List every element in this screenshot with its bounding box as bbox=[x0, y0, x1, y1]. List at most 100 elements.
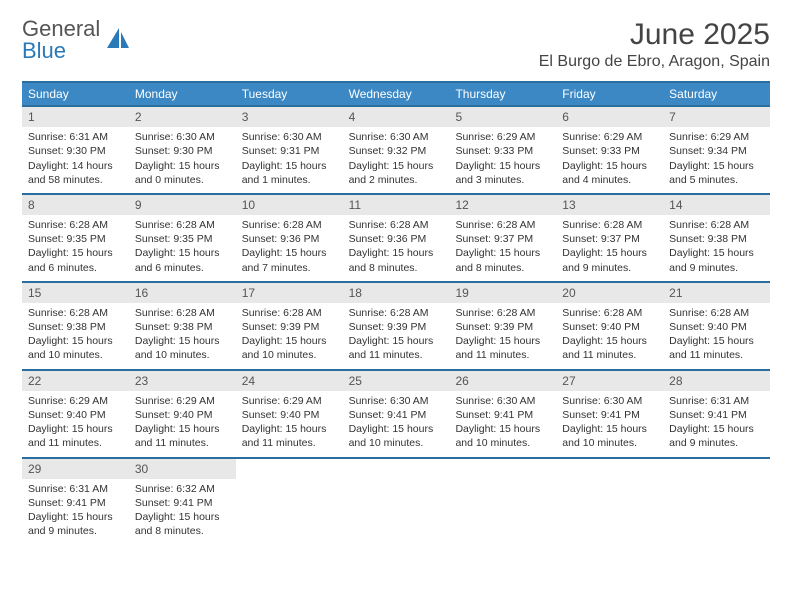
sunset-line: Sunset: 9:41 PM bbox=[562, 408, 657, 422]
location-subtitle: El Burgo de Ebro, Aragon, Spain bbox=[539, 53, 770, 71]
day-header: Sunday bbox=[22, 83, 129, 105]
day-cell: 1Sunrise: 6:31 AMSunset: 9:30 PMDaylight… bbox=[22, 107, 129, 193]
day-cell: 15Sunrise: 6:28 AMSunset: 9:38 PMDayligh… bbox=[22, 283, 129, 369]
week-row: 8Sunrise: 6:28 AMSunset: 9:35 PMDaylight… bbox=[22, 193, 770, 281]
day-cell: 11Sunrise: 6:28 AMSunset: 9:36 PMDayligh… bbox=[343, 195, 450, 281]
day-header-row: SundayMondayTuesdayWednesdayThursdayFrid… bbox=[22, 81, 770, 105]
day-details: Sunrise: 6:31 AMSunset: 9:41 PMDaylight:… bbox=[22, 482, 129, 539]
sunset-line: Sunset: 9:40 PM bbox=[135, 408, 230, 422]
sunset-line: Sunset: 9:34 PM bbox=[669, 144, 764, 158]
day-number: 12 bbox=[449, 195, 556, 215]
day-cell: 2Sunrise: 6:30 AMSunset: 9:30 PMDaylight… bbox=[129, 107, 236, 193]
calendar-page: General Blue June 2025 El Burgo de Ebro,… bbox=[0, 0, 792, 562]
sunset-line: Sunset: 9:40 PM bbox=[562, 320, 657, 334]
sunset-line: Sunset: 9:30 PM bbox=[28, 144, 123, 158]
logo-text: General Blue bbox=[22, 18, 100, 62]
daylight-line: Daylight: 15 hours and 10 minutes. bbox=[455, 422, 550, 450]
sunrise-line: Sunrise: 6:28 AM bbox=[242, 306, 337, 320]
sunset-line: Sunset: 9:40 PM bbox=[242, 408, 337, 422]
sunset-line: Sunset: 9:35 PM bbox=[135, 232, 230, 246]
daylight-line: Daylight: 15 hours and 11 minutes. bbox=[455, 334, 550, 362]
sunrise-line: Sunrise: 6:29 AM bbox=[455, 130, 550, 144]
daylight-line: Daylight: 15 hours and 1 minutes. bbox=[242, 159, 337, 187]
day-number: 19 bbox=[449, 283, 556, 303]
sunrise-line: Sunrise: 6:28 AM bbox=[562, 306, 657, 320]
sunrise-line: Sunrise: 6:31 AM bbox=[669, 394, 764, 408]
day-number: 21 bbox=[663, 283, 770, 303]
logo: General Blue bbox=[22, 18, 131, 62]
sunrise-line: Sunrise: 6:30 AM bbox=[562, 394, 657, 408]
weeks-container: 1Sunrise: 6:31 AMSunset: 9:30 PMDaylight… bbox=[22, 105, 770, 544]
day-cell: 23Sunrise: 6:29 AMSunset: 9:40 PMDayligh… bbox=[129, 371, 236, 457]
day-details: Sunrise: 6:28 AMSunset: 9:39 PMDaylight:… bbox=[343, 306, 450, 363]
daylight-line: Daylight: 15 hours and 9 minutes. bbox=[562, 246, 657, 274]
day-number: 16 bbox=[129, 283, 236, 303]
day-cell: 21Sunrise: 6:28 AMSunset: 9:40 PMDayligh… bbox=[663, 283, 770, 369]
sunrise-line: Sunrise: 6:28 AM bbox=[28, 218, 123, 232]
day-details: Sunrise: 6:28 AMSunset: 9:39 PMDaylight:… bbox=[236, 306, 343, 363]
day-cell bbox=[556, 459, 663, 545]
daylight-line: Daylight: 15 hours and 4 minutes. bbox=[562, 159, 657, 187]
daylight-line: Daylight: 15 hours and 11 minutes. bbox=[562, 334, 657, 362]
sunset-line: Sunset: 9:41 PM bbox=[349, 408, 444, 422]
sunrise-line: Sunrise: 6:30 AM bbox=[242, 130, 337, 144]
day-details: Sunrise: 6:32 AMSunset: 9:41 PMDaylight:… bbox=[129, 482, 236, 539]
day-details: Sunrise: 6:28 AMSunset: 9:35 PMDaylight:… bbox=[129, 218, 236, 275]
title-block: June 2025 El Burgo de Ebro, Aragon, Spai… bbox=[539, 18, 770, 71]
sunrise-line: Sunrise: 6:28 AM bbox=[669, 218, 764, 232]
sunrise-line: Sunrise: 6:29 AM bbox=[135, 394, 230, 408]
daylight-line: Daylight: 15 hours and 11 minutes. bbox=[242, 422, 337, 450]
day-details: Sunrise: 6:31 AMSunset: 9:30 PMDaylight:… bbox=[22, 130, 129, 187]
sunrise-line: Sunrise: 6:29 AM bbox=[242, 394, 337, 408]
day-cell bbox=[449, 459, 556, 545]
sail-icon bbox=[105, 26, 131, 54]
sunset-line: Sunset: 9:41 PM bbox=[135, 496, 230, 510]
day-number: 4 bbox=[343, 107, 450, 127]
day-details: Sunrise: 6:28 AMSunset: 9:38 PMDaylight:… bbox=[22, 306, 129, 363]
day-details: Sunrise: 6:29 AMSunset: 9:34 PMDaylight:… bbox=[663, 130, 770, 187]
sunrise-line: Sunrise: 6:28 AM bbox=[135, 306, 230, 320]
day-cell: 5Sunrise: 6:29 AMSunset: 9:33 PMDaylight… bbox=[449, 107, 556, 193]
day-number: 17 bbox=[236, 283, 343, 303]
week-row: 22Sunrise: 6:29 AMSunset: 9:40 PMDayligh… bbox=[22, 369, 770, 457]
calendar-grid: SundayMondayTuesdayWednesdayThursdayFrid… bbox=[22, 81, 770, 544]
daylight-line: Daylight: 15 hours and 9 minutes. bbox=[669, 422, 764, 450]
daylight-line: Daylight: 15 hours and 8 minutes. bbox=[455, 246, 550, 274]
day-details: Sunrise: 6:28 AMSunset: 9:40 PMDaylight:… bbox=[556, 306, 663, 363]
day-details: Sunrise: 6:29 AMSunset: 9:40 PMDaylight:… bbox=[236, 394, 343, 451]
day-cell: 26Sunrise: 6:30 AMSunset: 9:41 PMDayligh… bbox=[449, 371, 556, 457]
day-details: Sunrise: 6:28 AMSunset: 9:35 PMDaylight:… bbox=[22, 218, 129, 275]
day-number: 25 bbox=[343, 371, 450, 391]
sunset-line: Sunset: 9:38 PM bbox=[669, 232, 764, 246]
day-details: Sunrise: 6:30 AMSunset: 9:41 PMDaylight:… bbox=[556, 394, 663, 451]
sunrise-line: Sunrise: 6:28 AM bbox=[562, 218, 657, 232]
daylight-line: Daylight: 15 hours and 11 minutes. bbox=[349, 334, 444, 362]
day-number: 5 bbox=[449, 107, 556, 127]
sunrise-line: Sunrise: 6:28 AM bbox=[349, 306, 444, 320]
sunrise-line: Sunrise: 6:28 AM bbox=[455, 306, 550, 320]
daylight-line: Daylight: 15 hours and 0 minutes. bbox=[135, 159, 230, 187]
day-cell: 19Sunrise: 6:28 AMSunset: 9:39 PMDayligh… bbox=[449, 283, 556, 369]
day-cell: 18Sunrise: 6:28 AMSunset: 9:39 PMDayligh… bbox=[343, 283, 450, 369]
day-header: Monday bbox=[129, 83, 236, 105]
sunset-line: Sunset: 9:39 PM bbox=[349, 320, 444, 334]
sunrise-line: Sunrise: 6:28 AM bbox=[349, 218, 444, 232]
day-cell: 4Sunrise: 6:30 AMSunset: 9:32 PMDaylight… bbox=[343, 107, 450, 193]
day-details: Sunrise: 6:29 AMSunset: 9:40 PMDaylight:… bbox=[129, 394, 236, 451]
day-details: Sunrise: 6:28 AMSunset: 9:36 PMDaylight:… bbox=[343, 218, 450, 275]
daylight-line: Daylight: 15 hours and 11 minutes. bbox=[28, 422, 123, 450]
daylight-line: Daylight: 15 hours and 5 minutes. bbox=[669, 159, 764, 187]
sunrise-line: Sunrise: 6:30 AM bbox=[455, 394, 550, 408]
sunrise-line: Sunrise: 6:30 AM bbox=[349, 394, 444, 408]
sunrise-line: Sunrise: 6:30 AM bbox=[135, 130, 230, 144]
week-row: 1Sunrise: 6:31 AMSunset: 9:30 PMDaylight… bbox=[22, 105, 770, 193]
daylight-line: Daylight: 15 hours and 8 minutes. bbox=[135, 510, 230, 538]
day-header: Saturday bbox=[663, 83, 770, 105]
day-cell: 3Sunrise: 6:30 AMSunset: 9:31 PMDaylight… bbox=[236, 107, 343, 193]
sunrise-line: Sunrise: 6:28 AM bbox=[28, 306, 123, 320]
sunset-line: Sunset: 9:41 PM bbox=[28, 496, 123, 510]
sunset-line: Sunset: 9:33 PM bbox=[455, 144, 550, 158]
sunset-line: Sunset: 9:41 PM bbox=[669, 408, 764, 422]
day-number: 14 bbox=[663, 195, 770, 215]
day-number: 10 bbox=[236, 195, 343, 215]
